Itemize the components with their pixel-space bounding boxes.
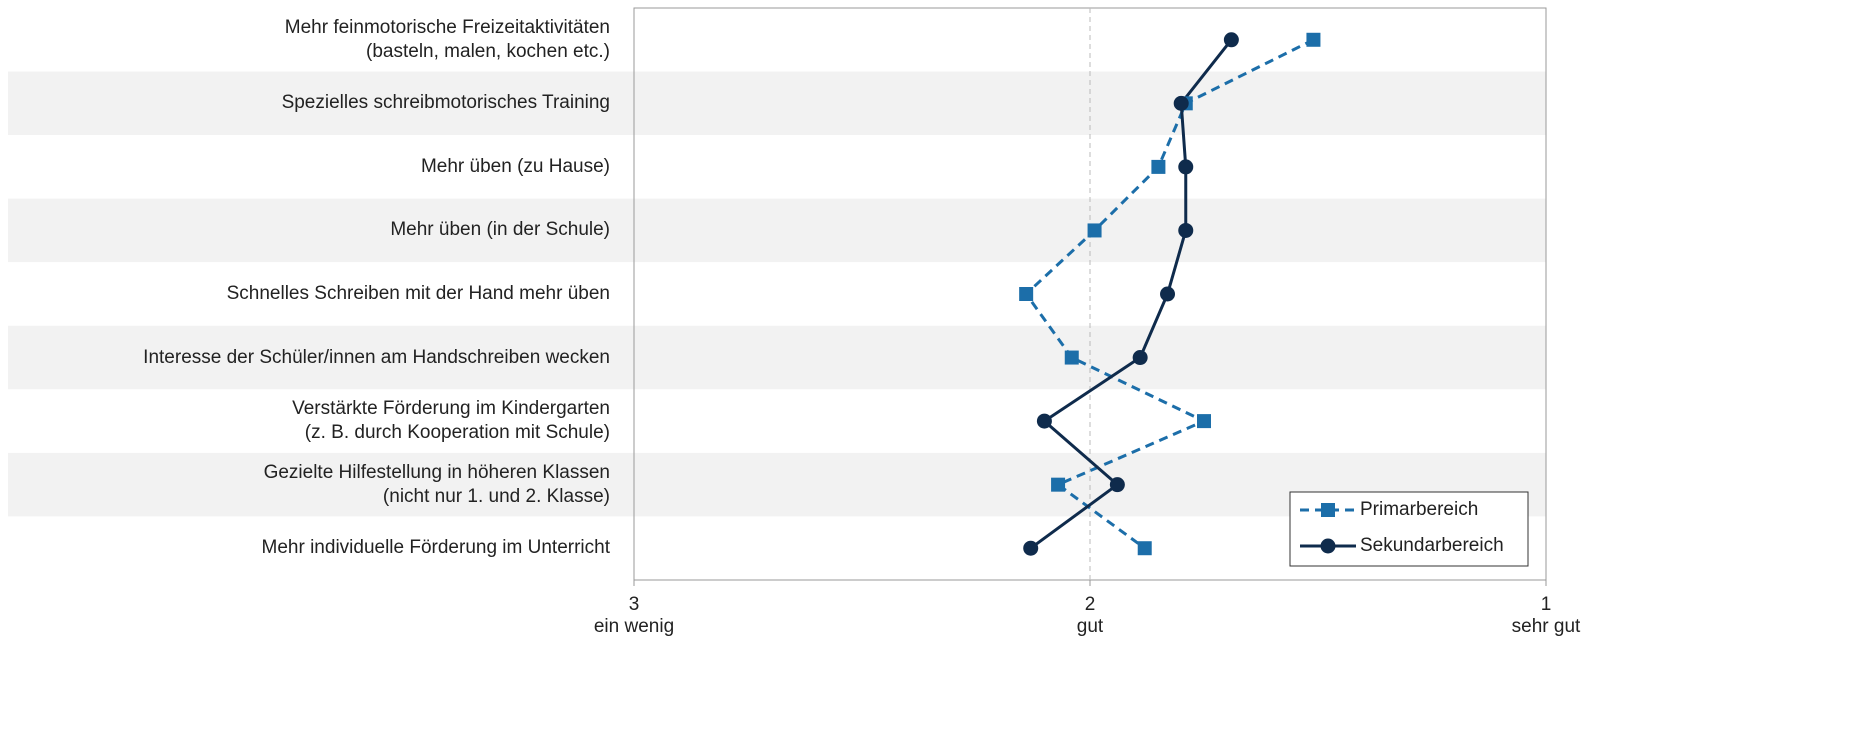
- data-point: [1160, 286, 1176, 302]
- data-point: [1223, 32, 1239, 48]
- y-tick-label: Schnelles Schreiben mit der Hand mehr üb…: [226, 283, 610, 304]
- data-point: [1023, 540, 1039, 556]
- row-band: [8, 325, 1546, 390]
- x-tick-sublabel: gut: [1077, 616, 1104, 637]
- y-tick-label: Gezielte Hilfestellung in höheren Klasse…: [263, 461, 610, 507]
- x-tick-label: 1: [1541, 594, 1552, 615]
- y-tick-label: Interesse der Schüler/innen am Handschre…: [143, 346, 610, 368]
- row-band: [8, 198, 1546, 263]
- x-tick-sublabel: sehr gut: [1512, 616, 1581, 637]
- data-point: [1151, 159, 1166, 174]
- row-band: [8, 71, 1546, 136]
- row-band: [8, 389, 1546, 453]
- data-point: [1087, 223, 1102, 238]
- legend-marker: [1320, 538, 1336, 554]
- legend-marker: [1321, 503, 1335, 517]
- data-point: [1173, 95, 1189, 111]
- legend-label: Primarbereich: [1360, 499, 1478, 520]
- y-tick-label: Spezielles schreibmotorisches Training: [281, 92, 610, 114]
- legend-label: Sekundarbereich: [1360, 535, 1504, 556]
- data-point: [1178, 159, 1194, 175]
- data-point: [1132, 350, 1148, 366]
- data-point: [1036, 413, 1052, 429]
- data-point: [1064, 350, 1079, 365]
- x-tick-label: 3: [629, 594, 640, 615]
- data-point: [1137, 541, 1152, 556]
- y-tick-label: Mehr üben (zu Hause): [420, 155, 610, 177]
- row-band: [8, 8, 1546, 72]
- y-tick-label: Mehr feinmotorische Freizeitaktivitäten …: [284, 16, 610, 62]
- y-tick-label: Verstärkte Förderung im Kindergarten (z.…: [292, 398, 610, 444]
- row-band: [8, 262, 1546, 326]
- data-point: [1197, 414, 1211, 429]
- data-point: [1051, 477, 1066, 492]
- data-point: [1178, 222, 1194, 238]
- data-point: [1019, 287, 1034, 301]
- row-band: [8, 135, 1546, 199]
- data-point: [1109, 477, 1125, 493]
- y-tick-label: Mehr individuelle Förderung im Unterrich…: [261, 537, 610, 559]
- x-tick-label: 2: [1085, 594, 1096, 615]
- data-point: [1306, 32, 1321, 47]
- y-tick-label: Mehr üben (in der Schule): [390, 219, 610, 241]
- x-tick-sublabel: ein wenig: [594, 616, 674, 637]
